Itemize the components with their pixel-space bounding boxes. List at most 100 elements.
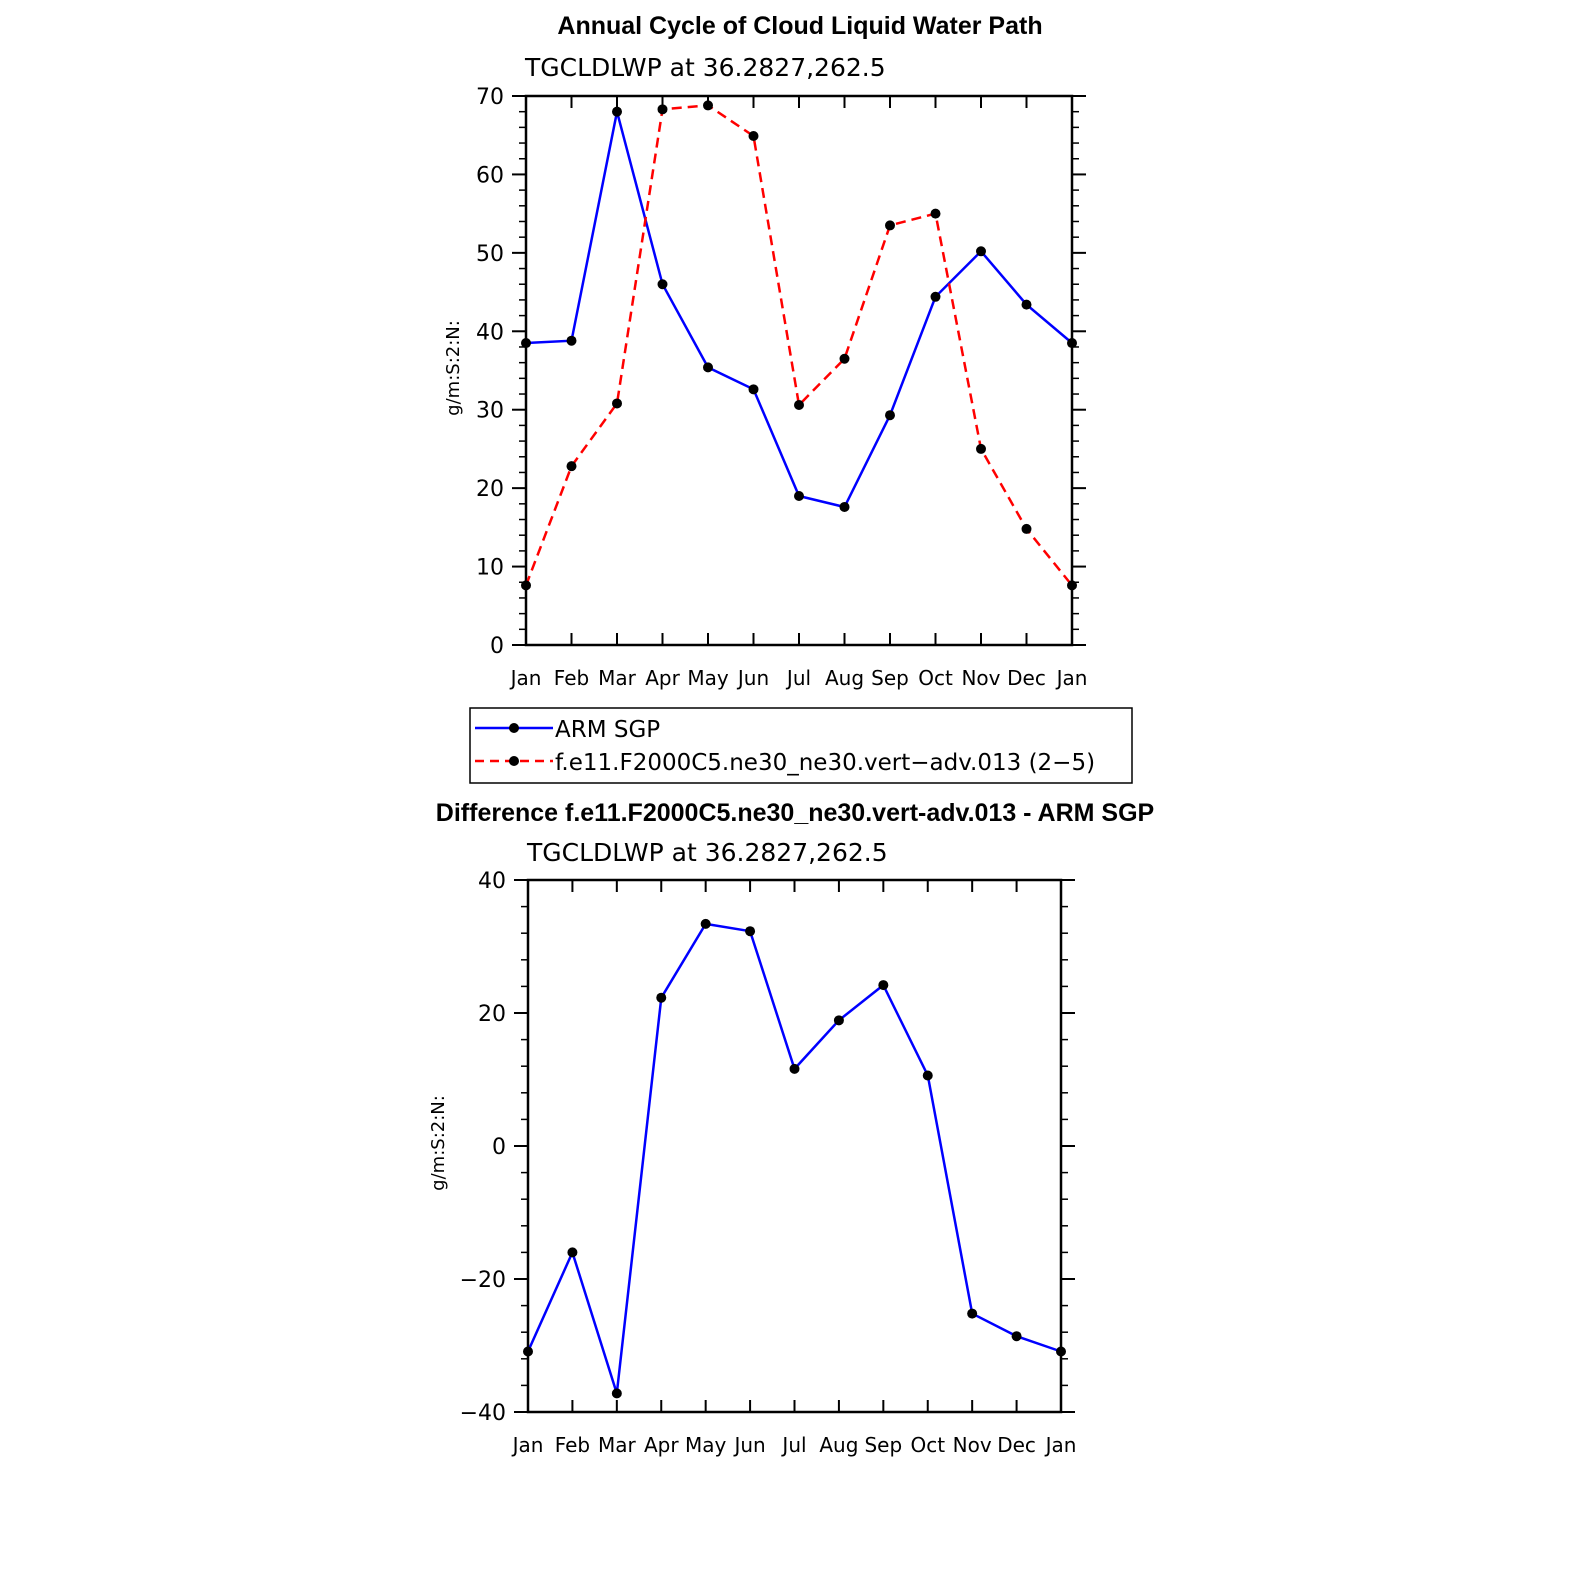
data-point [930,291,941,302]
annual-cycle-chart: Annual Cycle of Cloud Liquid Water Path … [443,12,1133,784]
data-point [833,1015,844,1026]
legend-marker-arm [509,723,519,733]
data-point [612,106,622,117]
data-point [566,461,577,472]
data-point [878,980,889,991]
x-tick-label: Aug [819,1433,858,1457]
x-tick-label: Apr [644,1433,679,1457]
x-tick-label: Sep [864,1433,902,1457]
chart-subtitle: TGCLDLWP at 36.2827,262.5 [524,53,886,82]
ticks-group: Jan Feb Mar Apr May Jun Jul Aug Sep Oct Nov Dec Jan0… [476,85,1087,690]
y-tick-label: −40 [460,1401,506,1426]
legend-label-model: f.e11.F2000C5.ne30_ne30.vert−adv.013 (2−… [555,750,1095,776]
data-point [922,1070,933,1081]
data-point [521,338,531,349]
data-point [794,400,804,411]
data-point [789,1063,800,1074]
x-tick-label: Oct [910,1433,945,1457]
data-point [1067,580,1077,591]
legend-label-arm: ARM SGP [555,717,660,743]
data-point [1011,1331,1022,1342]
series-line [524,104,1073,587]
data-point [748,130,759,141]
x-tick-label: May [685,1433,727,1457]
x-tick-label: Jan [511,1433,544,1457]
data-point [839,501,850,512]
plot-frame [524,94,1074,647]
x-tick-label: Dec [1007,666,1046,690]
ticks-group: Jan Feb Mar Apr May Jun Jul Aug Sep Oct Nov Dec Jan−… [460,869,1077,1457]
data-point [656,992,667,1003]
data-point [885,410,895,421]
series-group [523,918,1066,1399]
chart-title: Annual Cycle of Cloud Liquid Water Path [557,12,1042,40]
legend: ARM SGP f.e11.F2000C5.ne30_ne30.vert−adv… [469,707,1133,784]
y-tick-label: −20 [460,1268,506,1293]
data-point [967,1308,978,1319]
data-point [745,926,756,937]
data-point [839,353,850,364]
x-tick-label: Jul [780,1433,806,1457]
data-point [566,335,577,346]
x-tick-label: Jan [1055,666,1088,690]
data-point [976,246,986,257]
data-point [612,398,622,409]
x-tick-label: Jun [736,666,769,690]
y-tick-label: 40 [476,320,504,345]
x-tick-label: Aug [825,666,864,690]
x-tick-label: Mar [598,666,637,690]
y-tick-label: 70 [476,85,504,110]
chart-subtitle: TGCLDLWP at 36.2827,262.5 [526,838,888,867]
y-axis-label: g/m:S:2:N: [428,1095,449,1191]
x-tick-label: Nov [953,1433,992,1457]
data-point [748,384,759,395]
y-tick-label: 40 [478,869,506,894]
data-point [1067,338,1077,349]
y-tick-label: 20 [476,477,504,502]
data-point [657,104,668,115]
data-point [794,490,804,501]
x-tick-label: May [687,666,729,690]
y-tick-label: 10 [476,556,504,581]
data-point [1021,523,1032,534]
data-point [930,208,941,219]
data-point [1021,299,1032,310]
data-point [976,443,986,454]
x-tick-label: Jan [509,666,542,690]
x-tick-label: Dec [997,1433,1036,1457]
legend-marker-model [509,756,519,766]
x-tick-label: Jun [732,1433,765,1457]
x-tick-label: Feb [555,1433,590,1457]
x-tick-label: Mar [598,1433,637,1457]
data-point [611,1388,622,1399]
x-tick-label: Jul [785,666,811,690]
x-tick-label: Nov [961,666,1000,690]
data-point [657,279,668,290]
x-tick-label: Sep [871,666,909,690]
x-tick-label: Jan [1044,1433,1077,1457]
data-point [700,918,711,929]
legend-box [469,707,1133,784]
x-tick-label: Apr [645,666,680,690]
series-group [521,100,1077,591]
y-tick-label: 0 [490,634,504,659]
y-tick-label: 50 [476,242,504,267]
y-tick-label: 20 [478,1002,506,1027]
series-line [525,111,1073,509]
y-tick-label: 30 [476,399,504,424]
y-axis-label: g/m:S:2:N: [443,320,464,416]
data-point [567,1247,578,1258]
chart-title: Difference f.e11.F2000C5.ne30_ne30.vert-… [436,799,1154,827]
series-line [526,922,1062,1394]
data-point [523,1346,533,1357]
plot-frame [526,878,1063,1414]
data-point [1056,1346,1066,1357]
y-tick-label: 0 [492,1135,506,1160]
y-tick-label: 60 [476,163,504,188]
x-tick-label: Oct [918,666,953,690]
data-point [885,220,895,231]
data-point [703,100,713,111]
x-tick-label: Feb [554,666,589,690]
data-point [703,362,713,373]
